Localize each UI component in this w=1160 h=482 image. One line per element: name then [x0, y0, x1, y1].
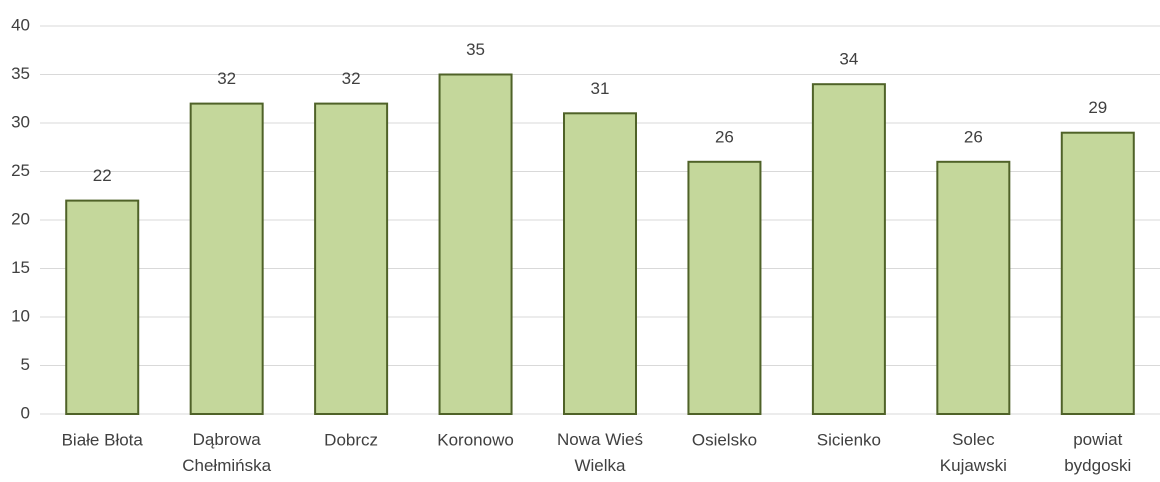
- x-tick-label: Białe Błota: [62, 430, 144, 449]
- y-tick-label: 35: [11, 64, 30, 83]
- bar: [65, 199, 140, 415]
- x-tick-label: Sicienko: [817, 430, 881, 449]
- data-label: 32: [342, 69, 361, 88]
- y-tick-label: 15: [11, 258, 30, 277]
- bar: [438, 73, 513, 415]
- y-tick-label: 5: [21, 355, 30, 374]
- x-tick-label: Koronowo: [437, 430, 514, 449]
- y-tick-label: 20: [11, 209, 30, 228]
- x-tick-label: Nowa Wieś Wielka: [557, 430, 643, 475]
- data-label: 34: [839, 50, 858, 69]
- bar: [811, 83, 886, 415]
- y-tick-label: 25: [11, 161, 30, 180]
- data-label: 29: [1088, 98, 1107, 117]
- bar: [936, 160, 1011, 415]
- data-label: 26: [715, 127, 734, 146]
- data-label: 35: [466, 40, 485, 59]
- data-label: 22: [93, 166, 112, 185]
- x-tick-label: Dąbrowa Chełmińska: [182, 430, 271, 475]
- x-tick-label: Dobrcz: [324, 430, 378, 449]
- bar: [687, 160, 762, 415]
- x-tick-label: Solec Kujawski: [940, 430, 1007, 475]
- bar: [1060, 131, 1135, 415]
- data-label: 26: [964, 127, 983, 146]
- y-tick-label: 10: [11, 306, 30, 325]
- y-tick-label: 40: [11, 15, 30, 34]
- bar: [314, 102, 389, 415]
- x-tick-label: powiat bydgoski: [1064, 430, 1131, 475]
- bar: [563, 112, 637, 416]
- data-label: 31: [591, 79, 610, 98]
- y-tick-label: 0: [21, 403, 30, 422]
- data-label: 32: [217, 69, 236, 88]
- x-tick-label: Osielsko: [692, 430, 757, 449]
- bar: [189, 102, 264, 415]
- y-tick-label: 30: [11, 112, 30, 131]
